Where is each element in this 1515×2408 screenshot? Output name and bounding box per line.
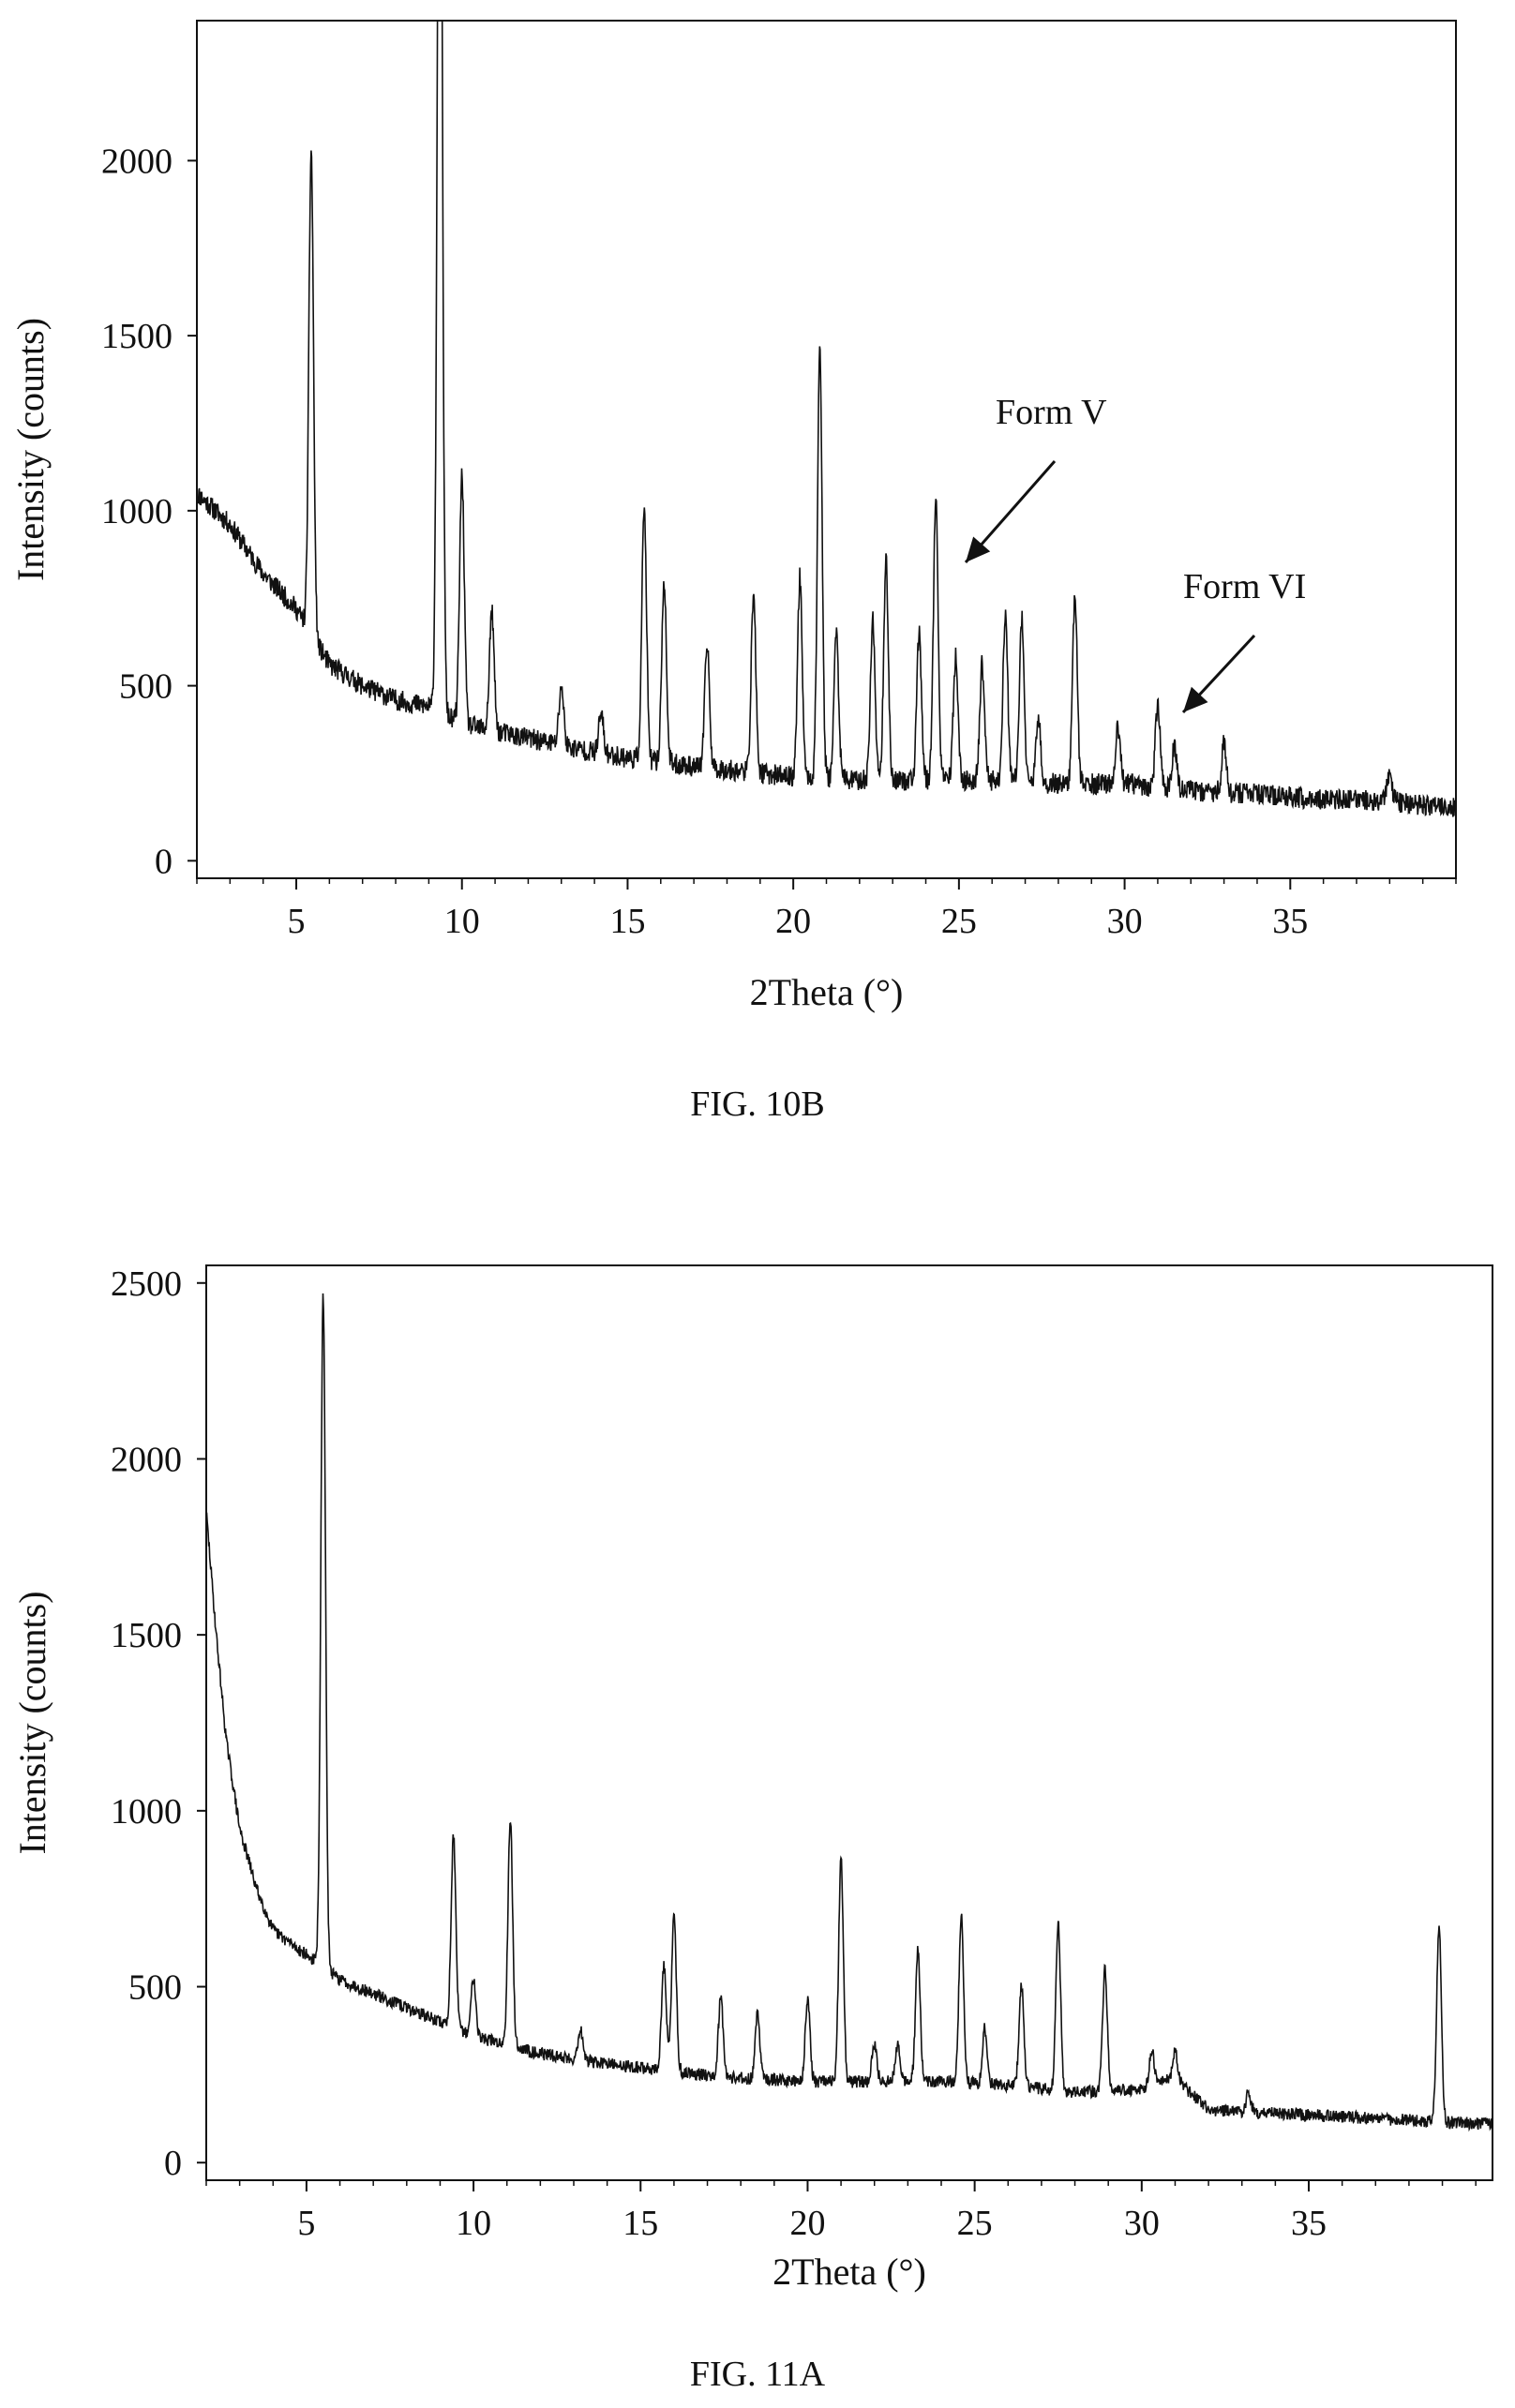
x-axis-title: 2Theta (°) [750,971,904,1013]
x-tick-label: 25 [957,2204,993,2243]
y-tick-label: 2000 [111,1440,182,1479]
plot-frame [196,20,1457,879]
x-tick-label: 20 [775,902,811,941]
x-tick-label: 35 [1272,902,1308,941]
chart-fig-11a: 5 10 15 20 25 30 35 0 500 1000 1500 2000 2500 2Theta … [11,1264,1493,2394]
x-axis-title: 2Theta (°) [772,2251,926,2293]
y-tick-label: 1000 [111,1792,182,1832]
y-axis-title: Intensity (counts) [9,318,52,581]
x-tick-label: 30 [1107,902,1143,941]
diffraction-trace [206,1293,1492,2132]
y-tick-label: 0 [155,842,172,881]
x-tick-label: 25 [941,902,977,941]
diffraction-trace [197,21,1456,817]
x-tick-label: 20 [789,2204,825,2243]
annotation-label: Form V [996,393,1107,432]
x-tick-label: 30 [1124,2204,1160,2243]
x-tick-label: 35 [1291,2204,1327,2243]
y-tick-label: 1500 [101,317,172,356]
y-tick-label: 2500 [111,1264,182,1304]
plot-frame [205,1264,1493,2181]
x-tick-label: 10 [444,902,480,941]
y-tick-label: 0 [164,2144,182,2183]
y-tick-label: 1500 [111,1616,182,1655]
chart-fig-10b: 5 10 15 20 25 30 35 0 500 1000 1500 2000 2Theta (°) I… [9,20,1457,1124]
y-tick-label: 500 [128,1968,182,2008]
x-tick-label: 10 [456,2204,491,2243]
x-tick-label: 5 [288,902,306,941]
figure-caption: FIG. 10B [690,1084,825,1124]
annotation-label: Form VI [1183,567,1306,606]
y-tick-label: 500 [119,667,172,707]
figure-caption: FIG. 11A [690,2355,826,2394]
x-tick-label: 15 [609,902,645,941]
y-tick-label: 1000 [101,492,172,531]
y-axis-title: Intensity (counts) [11,1591,53,1854]
annotation-arrowhead [1183,686,1208,712]
x-tick-label: 15 [622,2204,658,2243]
y-tick-label: 2000 [101,142,172,181]
annotation-arrowhead [966,536,991,562]
x-tick-label: 5 [297,2204,315,2243]
